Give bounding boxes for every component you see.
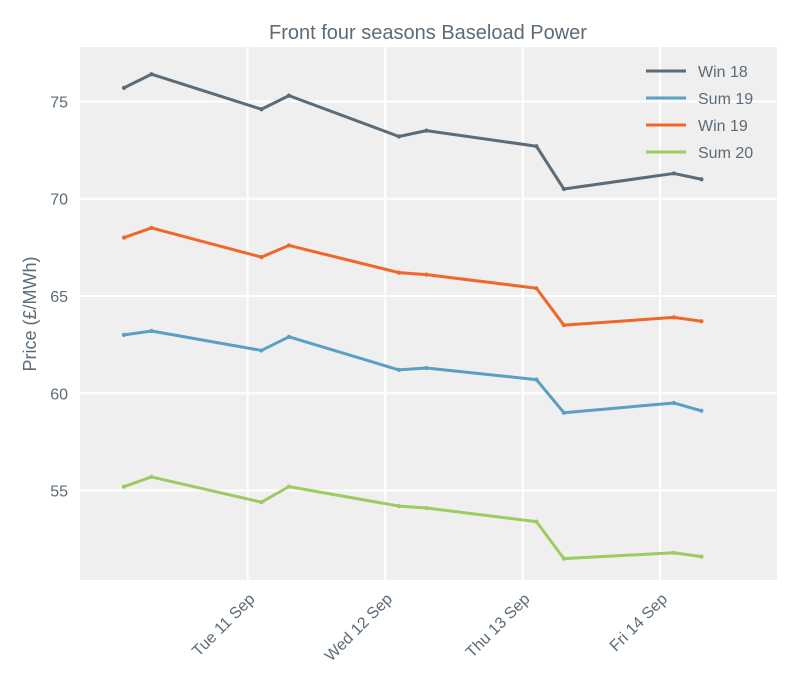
data-point[interactable]: [259, 254, 264, 260]
data-point[interactable]: [149, 72, 154, 77]
data-point[interactable]: [561, 186, 567, 192]
data-point[interactable]: [149, 225, 154, 231]
data-point[interactable]: [424, 505, 429, 511]
data-point[interactable]: [671, 400, 676, 406]
data-point[interactable]: [671, 315, 676, 320]
data-point[interactable]: [121, 332, 127, 337]
data-point[interactable]: [424, 128, 429, 133]
data-point[interactable]: [534, 144, 539, 149]
chart-title: Front four seasons Baseload Power: [269, 22, 587, 44]
data-point[interactable]: [259, 500, 264, 505]
series-lines: [121, 72, 704, 561]
legend-label[interactable]: Sum 20: [698, 145, 753, 162]
data-point[interactable]: [671, 550, 676, 555]
y-axis-ticks: 55 60 65 70 75: [50, 94, 68, 500]
data-point[interactable]: [699, 554, 704, 559]
data-point[interactable]: [121, 85, 127, 90]
data-point[interactable]: [424, 365, 429, 371]
data-point[interactable]: [534, 377, 539, 382]
series-line[interactable]: [122, 226, 703, 327]
y-tick-label: 65: [50, 289, 68, 306]
series-line[interactable]: [122, 72, 703, 191]
data-point[interactable]: [699, 319, 704, 324]
x-axis-ticks: Tue 11 Sep Wed 12 Sep Thu 13 Sep Fri 14 Sep: [189, 591, 671, 665]
series-line[interactable]: [122, 329, 703, 415]
data-point[interactable]: [396, 503, 402, 509]
legend-label[interactable]: Win 18: [698, 64, 748, 81]
data-point[interactable]: [396, 134, 402, 139]
series-line[interactable]: [122, 475, 703, 561]
y-tick-label: 60: [50, 386, 68, 403]
data-point[interactable]: [561, 410, 567, 415]
x-tick-label: Thu 13 Sep: [463, 591, 534, 662]
data-point[interactable]: [561, 323, 567, 328]
data-point[interactable]: [286, 484, 292, 489]
data-point[interactable]: [396, 270, 402, 275]
data-point[interactable]: [396, 367, 402, 373]
data-point[interactable]: [699, 177, 704, 182]
data-point[interactable]: [671, 171, 676, 176]
data-point[interactable]: [259, 348, 264, 353]
y-tick-label: 70: [50, 192, 68, 209]
plot-area: [80, 47, 777, 580]
x-tick-label: Wed 12 Sep: [322, 591, 396, 665]
series-win-19[interactable]: [121, 225, 704, 328]
x-tick-label: Tue 11 Sep: [189, 591, 258, 660]
data-point[interactable]: [286, 334, 292, 339]
data-point[interactable]: [149, 474, 154, 480]
data-point[interactable]: [149, 328, 154, 334]
data-point[interactable]: [534, 286, 539, 291]
data-point[interactable]: [121, 235, 127, 240]
legend[interactable]: Win 18 Sum 19 Win 19 Sum 20: [646, 64, 753, 162]
legend-label[interactable]: Sum 19: [698, 91, 753, 108]
data-point[interactable]: [534, 519, 539, 524]
x-tick-label: Fri 14 Sep: [607, 591, 671, 655]
y-tick-label: 55: [50, 484, 68, 501]
data-point[interactable]: [424, 272, 429, 277]
grid-lines: [80, 47, 777, 580]
data-point[interactable]: [286, 93, 292, 98]
legend-label[interactable]: Win 19: [698, 118, 748, 135]
y-tick-label: 75: [50, 94, 68, 111]
data-point[interactable]: [699, 408, 704, 413]
data-point[interactable]: [259, 107, 264, 112]
series-win-18[interactable]: [121, 72, 704, 192]
y-axis-label: Price (£/MWh): [20, 256, 40, 371]
data-point[interactable]: [286, 243, 292, 248]
series-sum-19[interactable]: [121, 328, 704, 415]
data-point[interactable]: [121, 484, 127, 489]
data-point[interactable]: [561, 556, 567, 561]
series-sum-20[interactable]: [121, 474, 704, 561]
